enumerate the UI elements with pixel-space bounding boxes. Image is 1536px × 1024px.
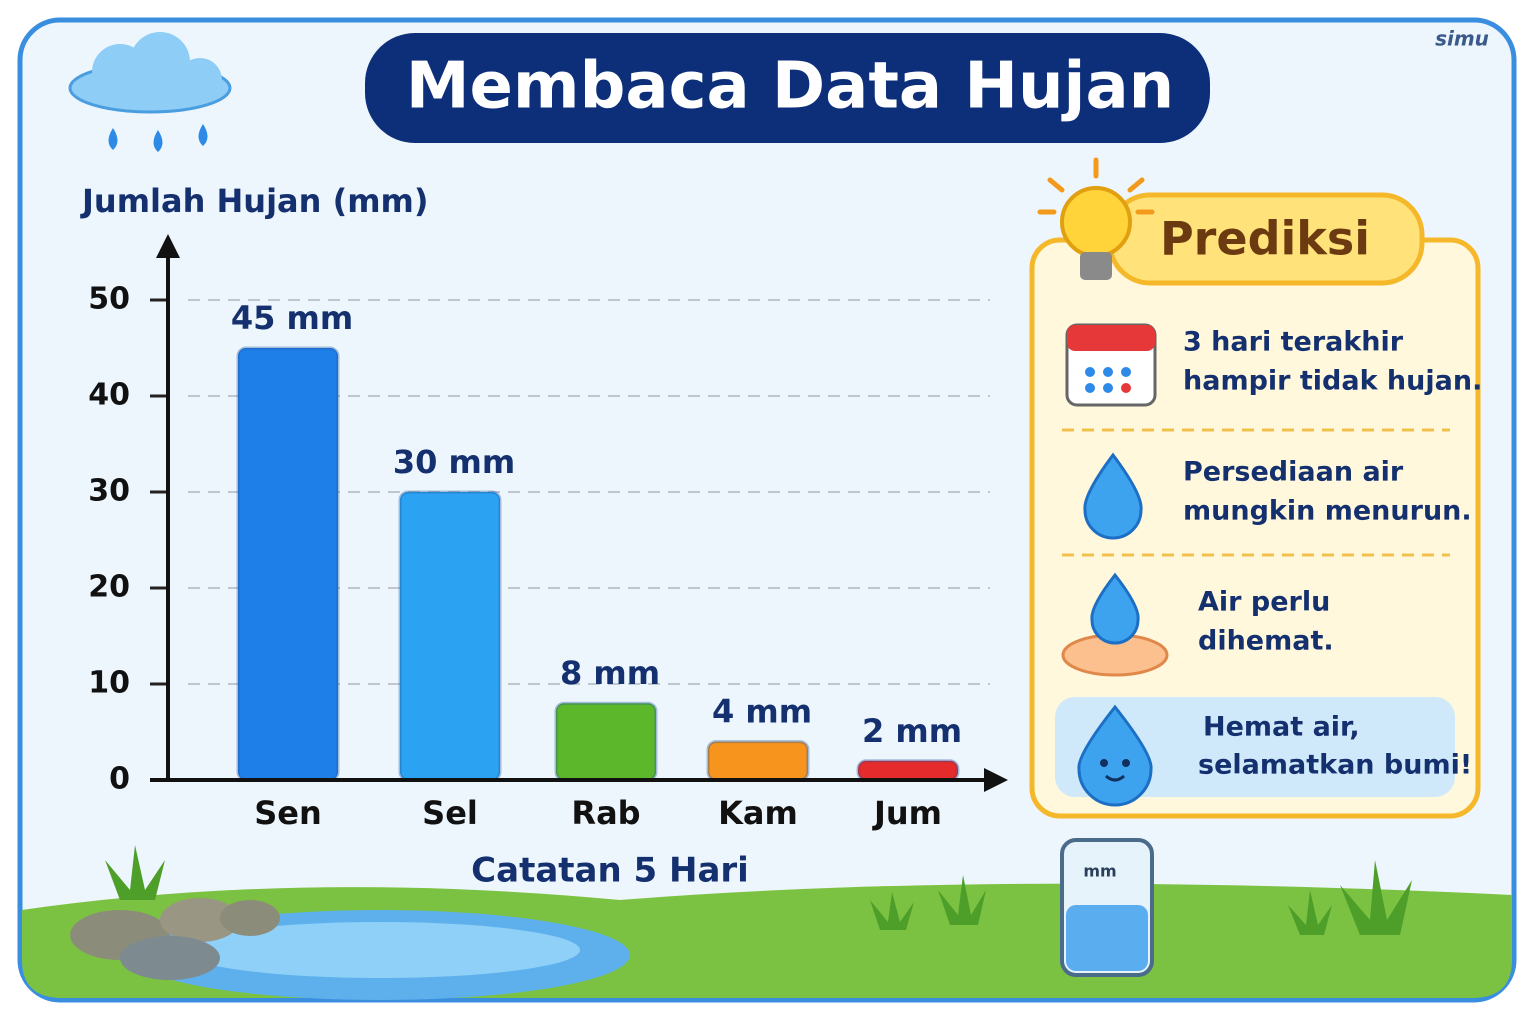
calendar-icon xyxy=(1065,323,1157,407)
y-axis-label: Jumlah Hujan (mm) xyxy=(80,182,429,220)
plant xyxy=(1288,890,1332,935)
panel-item-text: hampir tidak hujan. xyxy=(1183,366,1482,397)
panel-item-text: 3 hari terakhir xyxy=(1183,327,1404,358)
rock xyxy=(220,900,280,936)
x-axis-label: Catatan 5 Hari xyxy=(471,851,749,891)
highlight-box xyxy=(1055,697,1455,797)
panel-item-text: mungkin menurun. xyxy=(1183,496,1472,527)
y-axis-arrow xyxy=(156,234,180,258)
x-tick-label: Rab xyxy=(571,794,640,832)
bar xyxy=(706,740,810,782)
x-tick-label: Kam xyxy=(718,794,798,832)
value-label: 30 mm xyxy=(393,443,515,481)
rock xyxy=(120,936,220,980)
bulb-icon xyxy=(1037,157,1155,280)
x-tick-label: Sel xyxy=(422,794,478,832)
bar xyxy=(856,759,960,782)
y-tick-label: 40 xyxy=(88,378,130,413)
logo: simu xyxy=(1435,27,1489,51)
y-tick-label: 30 xyxy=(88,474,130,509)
bar xyxy=(236,346,340,782)
rain-cloud xyxy=(68,32,232,152)
plant xyxy=(870,892,914,930)
rock xyxy=(160,898,240,942)
bar xyxy=(554,701,658,782)
plant xyxy=(938,875,986,925)
value-label: 2 mm xyxy=(862,712,962,750)
mascot-icon xyxy=(1077,704,1153,807)
panel-item-text: dihemat. xyxy=(1198,626,1334,657)
y-tick-label: 0 xyxy=(109,762,130,797)
y-tick-label: 20 xyxy=(88,570,130,605)
panel-item-text: Hemat air, xyxy=(1203,712,1360,743)
hands-drop-icon xyxy=(1061,572,1169,677)
bar xyxy=(398,490,502,782)
value-label: 4 mm xyxy=(712,693,812,731)
drop-icon xyxy=(1083,452,1143,540)
y-tick-label: 10 xyxy=(88,666,130,701)
y-tick-label: 50 xyxy=(88,282,130,317)
value-label: 8 mm xyxy=(560,654,660,692)
panel-title: Prediksi xyxy=(1160,212,1370,266)
plant xyxy=(1340,860,1412,935)
panel-item-text: selamatkan bumi! xyxy=(1198,750,1472,781)
plant xyxy=(105,845,165,900)
title-pill xyxy=(365,33,1210,143)
x-tick-label: Sen xyxy=(254,794,322,832)
panel-item-text: Air perlu xyxy=(1198,587,1330,618)
plot: 0 10 20 30 40 50 Sen 45 mm Sel 30 mm Rab 8 mm Kam 4 m… xyxy=(88,234,1008,832)
panel-item-text: Persediaan air xyxy=(1183,457,1404,488)
pond-shine xyxy=(180,922,580,978)
value-label: 45 mm xyxy=(231,299,353,337)
x-tick-label: Jum xyxy=(872,794,942,832)
x-axis-arrow xyxy=(984,768,1008,792)
beaker-water xyxy=(1066,905,1148,971)
beaker-label: mm xyxy=(1083,862,1116,881)
chart-title: Membaca Data Hujan xyxy=(406,50,1174,124)
